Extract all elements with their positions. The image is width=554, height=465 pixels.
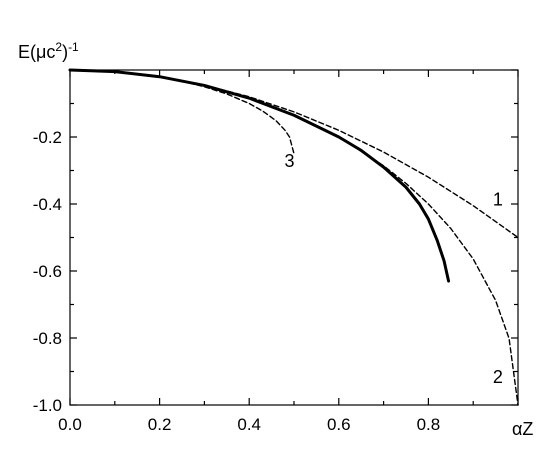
x-tick-label: 0.4 (237, 415, 261, 434)
curve-label-2: 2 (493, 367, 503, 387)
x-tick-label: 0.0 (58, 415, 82, 434)
series-line-solid (68, 68, 451, 283)
x-tick-label: 0.6 (327, 415, 351, 434)
y-tick-label: -0.8 (33, 329, 62, 348)
y-tick-label: -0.4 (33, 195, 62, 214)
curve-label-1: 1 (493, 190, 503, 210)
y-axis-title: E(μc2)-1 (18, 40, 79, 62)
x-axis-title: αZ (512, 419, 533, 439)
y-axis-title-close: ) (62, 42, 68, 62)
y-tick-label: -1.0 (33, 396, 62, 415)
plot-frame (69, 69, 519, 406)
series-line-2 (69, 69, 519, 406)
curve-labels: 1 2 3 (285, 151, 503, 387)
x-tick-label: 0.2 (148, 415, 172, 434)
y-tick-label: -0.6 (33, 262, 62, 281)
y-tick-label: -0.2 (33, 128, 62, 147)
series-group (68, 68, 519, 406)
curve-label-3: 3 (285, 151, 295, 171)
axis-ticks (69, 69, 519, 406)
y-axis-title-sup1: 2 (55, 40, 62, 54)
y-axis-title-sup2: -1 (68, 40, 79, 54)
x-tick-label: 0.8 (417, 415, 441, 434)
axis-tick-labels: 0.0 0.2 0.4 0.6 0.8 -1.0 -0.8 -0.6 -0.4 -0.2 (33, 128, 441, 434)
y-axis-title-base: E(μc (18, 42, 55, 62)
